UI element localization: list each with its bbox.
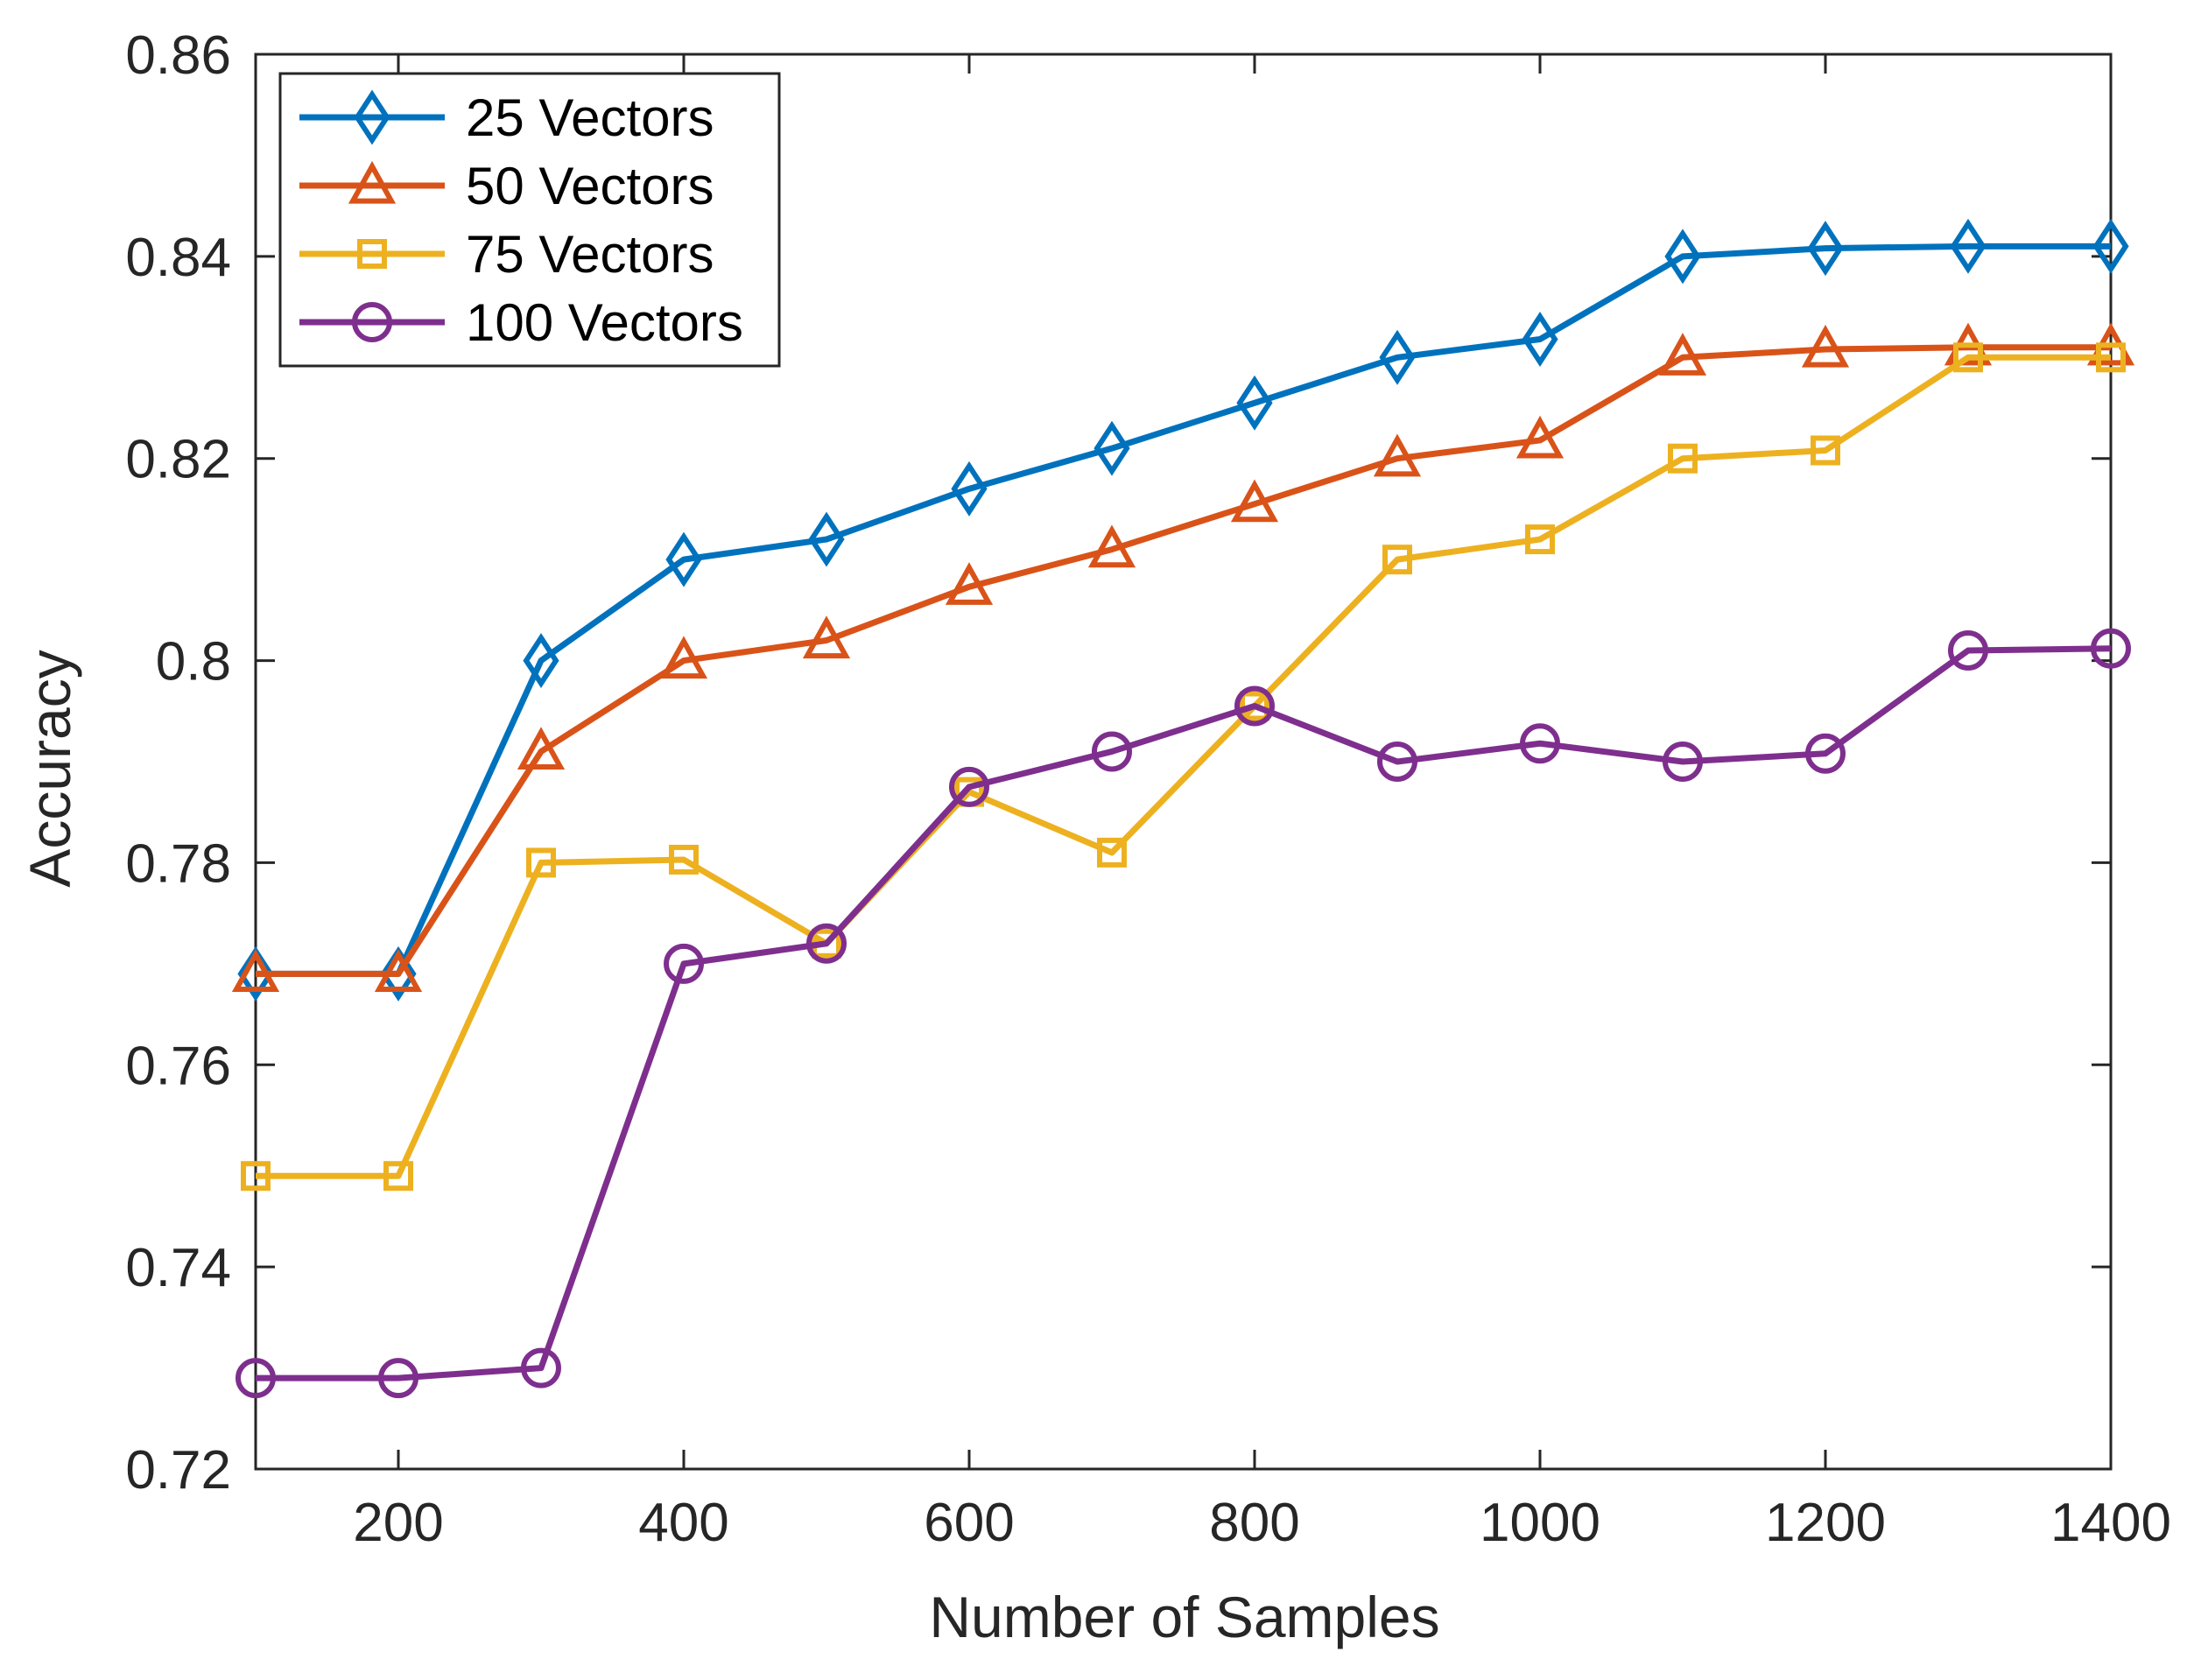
data-point — [383, 1161, 413, 1191]
x-tick-label: 1000 — [1480, 1493, 1600, 1553]
data-point — [1379, 329, 1416, 385]
data-point — [669, 844, 699, 875]
legend-label: 50 Vectors — [466, 157, 714, 215]
x-tick-label: 1400 — [2050, 1493, 2171, 1553]
data-point — [526, 847, 556, 878]
x-tick-label: 400 — [638, 1493, 728, 1553]
legend-label: 75 Vectors — [466, 225, 714, 284]
legend-item: 50 Vectors — [299, 157, 714, 215]
x-tick-label: 600 — [924, 1493, 1014, 1553]
data-point — [1807, 221, 1844, 277]
legend-swatch-marker — [352, 302, 392, 342]
y-tick-label: 0.84 — [125, 228, 231, 288]
data-point — [2096, 342, 2126, 373]
data-point — [664, 943, 704, 984]
data-point — [241, 1161, 271, 1191]
data-point — [665, 531, 702, 587]
series-line — [256, 645, 2112, 1381]
series-50-vectors — [231, 322, 2135, 992]
data-point — [1801, 324, 1850, 368]
series-layer — [231, 218, 2135, 1399]
legend-item: 25 Vectors — [299, 88, 714, 147]
y-tick-label: 0.82 — [125, 430, 231, 490]
y-tick-label: 0.86 — [125, 25, 231, 86]
data-point — [1373, 433, 1422, 477]
series-25-vectors — [237, 218, 2129, 1002]
y-tick-label: 0.76 — [125, 1036, 231, 1096]
series-75-vectors — [241, 342, 2126, 1191]
data-point — [517, 727, 566, 770]
data-point — [802, 615, 851, 659]
data-point — [1515, 415, 1565, 459]
data-point — [1811, 435, 1840, 466]
data-point — [1668, 443, 1698, 474]
y-tick-label: 0.72 — [125, 1440, 231, 1501]
data-point — [806, 923, 847, 964]
x-tick-label: 200 — [353, 1493, 443, 1553]
data-point — [2092, 218, 2129, 274]
data-point — [951, 460, 988, 517]
data-point — [659, 636, 708, 679]
data-point — [1664, 228, 1701, 285]
data-point — [1377, 742, 1417, 782]
data-point — [523, 633, 559, 689]
data-point — [378, 1358, 418, 1399]
data-point — [1953, 342, 1983, 373]
data-point — [2091, 628, 2131, 669]
data-point — [236, 1358, 276, 1399]
data-point — [1520, 723, 1560, 764]
data-point — [237, 945, 274, 1002]
series-line — [256, 344, 2111, 977]
data-point — [1097, 837, 1127, 868]
legend-swatch-marker — [348, 160, 397, 204]
y-axis-label: Accuracy — [18, 650, 82, 887]
data-point — [1092, 731, 1132, 772]
data-point — [374, 949, 423, 992]
data-point — [1948, 630, 1988, 671]
data-point — [1382, 545, 1412, 575]
data-point — [1658, 333, 1707, 376]
series-line — [256, 354, 2111, 1179]
data-point — [1087, 524, 1136, 568]
y-tick-label: 0.8 — [156, 632, 231, 692]
legend-label: 100 Vectors — [466, 293, 743, 352]
data-point — [808, 511, 845, 567]
data-point — [1805, 733, 1846, 774]
x-tick-label: 800 — [1209, 1493, 1299, 1553]
legend: 25 Vectors 50 Vectors 75 Vectors 100 Vector… — [278, 72, 781, 368]
data-point — [521, 1347, 561, 1388]
data-point — [231, 949, 280, 992]
plot-area-frame — [254, 53, 2113, 1471]
legend-swatch-marker — [357, 239, 387, 269]
series-line — [256, 243, 2111, 977]
x-tick-label: 1200 — [1765, 1493, 1886, 1553]
data-point — [1093, 420, 1130, 476]
series-100-vectors — [236, 628, 2131, 1399]
y-tick-label: 0.74 — [125, 1238, 231, 1298]
y-tick-label: 0.78 — [125, 833, 231, 894]
data-point — [1236, 375, 1273, 431]
data-point — [949, 766, 989, 807]
legend-item: 75 Vectors — [299, 225, 714, 284]
data-point — [1525, 524, 1555, 555]
data-point — [945, 562, 994, 605]
legend-item: 100 Vectors — [299, 293, 743, 352]
data-point — [380, 945, 417, 1002]
data-point — [1950, 218, 1987, 274]
legend-swatch-marker — [354, 89, 390, 145]
axes: 200 400 600 800 1000 1200 1400 0.72 0.74 0.76 0.78… — [125, 25, 2171, 1553]
data-point — [1230, 479, 1279, 523]
x-axis-label: Number of Samples — [929, 1585, 1439, 1649]
data-point — [1663, 742, 1703, 782]
data-point — [1240, 691, 1269, 721]
legend-label: 25 Vectors — [466, 88, 714, 147]
data-point — [1234, 685, 1275, 727]
data-point — [1522, 312, 1558, 367]
